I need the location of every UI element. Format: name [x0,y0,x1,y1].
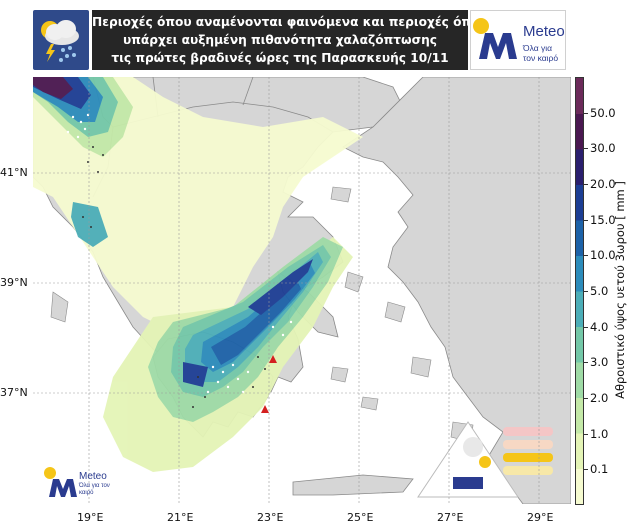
title-line-2: υπάρχει αυξημένη πιθανότητα χαλαζόπτωσης [122,33,437,47]
colorbar-tick-mark [584,398,588,399]
warning-marker [269,355,277,363]
colorbar-segment [576,184,583,221]
warning-marker-2 [261,405,269,413]
colorbar-tick-label: 50.0 [590,105,616,120]
colorbar-segment [576,149,583,185]
x-tick-29: 29°E [527,511,554,524]
colorbar-tick-mark [584,255,588,257]
colorbar-segment [576,468,583,505]
colorbar-tick-label: 4.0 [590,319,609,334]
colorbar-tick-mark [584,433,588,435]
x-tick-25: 25°E [347,511,374,524]
colorbar-tick-label: 1.0 [590,426,609,441]
colorbar-tick-mark [584,469,588,471]
colorbar-tick-label: 20.0 [590,177,616,191]
colorbar-segment [576,113,583,150]
colorbar-segment [576,433,583,469]
colorbar-tick-label: 2.0 [590,391,609,405]
colorbar-tick-label: 30.0 [590,141,616,156]
brand-tagline: Όλα για τον καιρό [523,43,559,63]
colorbar-tick-mark [584,291,588,292]
brand-name: Meteo [523,23,565,40]
map-brand-logo: Meteo Όλα για τον καιρό [43,465,113,501]
colorbar-tick-mark [584,112,588,114]
map-brand-name: Meteo [79,471,107,482]
storm-cloud-hail-icon [33,10,89,70]
colorbar-segment [576,220,583,256]
y-tick-39: 39°N [0,276,28,289]
map-brand-tagline: Όλα για τον καιρό [79,483,110,496]
title-line-3: τις πρώτες βραδινές ώρες της Παρασκευής … [111,51,449,65]
x-tick-27: 27°E [437,511,464,524]
meteo-logo-small-icon [44,467,77,497]
title-line-1: Περιοχές όπου αναμένονται φαινόμενα και … [92,15,488,29]
colorbar-tick-label: 3.0 [590,355,609,370]
x-tick-23: 23°E [257,511,284,524]
colorbar-tick-label: 10.0 [590,248,616,263]
land-crete [292,474,414,496]
colorbar-tick-mark [584,219,588,221]
colorbar-segment [576,78,583,114]
colorbar-segment [576,362,583,398]
x-tick-19: 19°E [77,511,104,524]
phenomena-dots [82,146,266,408]
precipitation-map: Meteo Όλα για τον καιρό [33,77,571,504]
graticule [33,77,571,504]
land-turkey [342,77,571,504]
colorbar-tick-mark [584,148,588,150]
colorbar-tick-mark [584,326,588,328]
x-tick-21: 21°E [167,511,194,524]
y-tick-41: 41°N [0,166,28,179]
colorbar-tick-mark [584,362,588,364]
meteo-logo-icon [473,18,517,59]
colorbar-tick-label: 15.0 [590,212,616,227]
colorbar-segment [576,326,583,363]
colorbar [575,77,584,505]
brand-logo: Meteo Όλα για τον καιρό [470,10,566,70]
colorbar-segment [576,397,583,434]
colorbar-tick-label: 5.0 [590,284,609,298]
y-tick-37: 37°N [0,386,28,399]
colorbar-segment [576,255,583,292]
page-title: Περιοχές όπου αναμένονται φαινόμενα και … [92,10,488,70]
hail-probability-dots [66,113,293,394]
colorbar-fill [576,78,583,505]
colorbar-tick-mark [584,184,588,185]
colorbar-tick-label: 0.1 [590,462,609,477]
colorbar-segment [576,291,583,327]
infographic-inset [417,421,553,498]
